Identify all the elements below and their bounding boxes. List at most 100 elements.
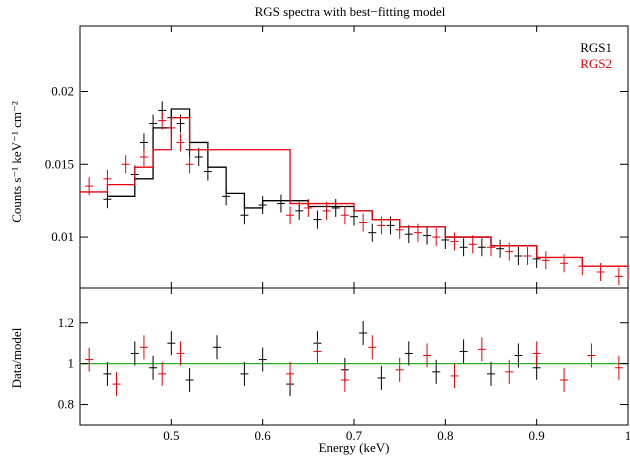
rgs1-ratio-point <box>103 361 112 386</box>
rgs2-ratio-point <box>587 343 596 368</box>
ratio-y-tick-label: 1.2 <box>58 315 74 330</box>
spectrum-y-tick-label: 0.015 <box>45 156 74 171</box>
rgs1-data-point <box>459 238 468 257</box>
ratio-y-tick-label: 0.8 <box>58 397 74 412</box>
rgs2-ratio-point <box>560 368 569 393</box>
rgs1-ratio-point <box>459 339 468 364</box>
rgs1-ratio-point <box>240 361 249 386</box>
rgs2-data-point <box>85 177 94 196</box>
rgs1-data-point <box>404 225 413 244</box>
rgs1-ratio-point <box>185 368 194 393</box>
rgs1-data-point <box>276 194 285 213</box>
spectrum-plot <box>80 101 629 286</box>
spectrum-y-tick-label: 0.01 <box>51 229 74 244</box>
rgs1-ratio-point <box>167 331 176 356</box>
rgs1-ratio-point <box>487 361 495 386</box>
rgs1-data-point <box>313 210 322 229</box>
rgs2-data-point <box>340 206 349 225</box>
rgs1-data-point <box>295 201 304 220</box>
rgs1-data-point <box>194 148 203 166</box>
rgs2-data-point <box>158 111 167 130</box>
rgs2-data-point <box>377 216 386 235</box>
legend-entry-rgs2: RGS2 <box>580 56 612 71</box>
x-tick-label: 1 <box>625 428 630 443</box>
rgs1-ratio-point <box>149 355 158 380</box>
rgs1-ratio-point <box>130 341 139 366</box>
rgs2-data-point <box>103 169 112 188</box>
rgs2-data-point <box>505 242 514 261</box>
rgs2-data-point <box>523 246 532 265</box>
rgs2-data-point <box>322 201 331 220</box>
rgs2-data-point <box>185 155 194 174</box>
rgs2-data-point <box>596 262 605 281</box>
rgs2-data-point <box>468 235 477 254</box>
legend-entry-rgs1: RGS1 <box>580 40 612 55</box>
rgs2-ratio-point <box>85 347 94 372</box>
rgs2-ratio-point <box>505 359 514 384</box>
spectrum-y-tick-label: 0.02 <box>51 84 74 99</box>
axes: 0.5 0.6 0.7 0.8 0.9 1 0.01 0.015 0.02 0.8 1 1.2 <box>45 26 630 443</box>
rgs1-data-point <box>368 223 377 242</box>
rgs1-ratio-point <box>213 335 221 360</box>
rgs2-ratio-point <box>112 372 121 397</box>
rgs2-ratio-point <box>423 343 432 368</box>
rgs2-ratio-point <box>313 339 322 364</box>
rgs2-data-point <box>450 232 459 251</box>
rgs1-data-point <box>149 114 158 133</box>
rgs2-ratio-point <box>139 335 148 360</box>
rgs1-data-point <box>496 239 505 258</box>
x-tick-label: 0.7 <box>346 428 363 443</box>
rgs2-ratio-point <box>286 361 295 386</box>
rgs1-data-point <box>331 198 340 217</box>
x-tick-label: 0.6 <box>255 428 272 443</box>
rgs1-data-point <box>258 196 267 215</box>
rgs2-ratio-point <box>340 368 349 393</box>
rgs1-ratio-point <box>514 343 523 368</box>
rgs1-data-point <box>514 246 523 265</box>
rgs1-data-point <box>203 162 212 181</box>
rgs2-data-point <box>304 198 313 217</box>
rgs1-ratio-point <box>258 347 267 372</box>
rgs1-ratio-point <box>377 365 386 390</box>
rgs1-data-point <box>103 190 112 209</box>
ratio-y-axis-label: Data/model <box>9 327 24 388</box>
chart-title: RGS spectra with best−fitting model <box>255 4 446 19</box>
rgs2-data-point <box>121 155 130 174</box>
ratio-y-tick-label: 1 <box>68 356 75 371</box>
spectrum-panel-frame <box>79 25 629 289</box>
rgs1-data-point <box>477 238 486 257</box>
rgs2-data-point <box>614 267 623 286</box>
ratio-plot <box>80 320 628 397</box>
rgs2-data-point <box>560 254 569 273</box>
rgs2-data-point <box>167 118 176 137</box>
rgs1-data-point <box>222 187 231 206</box>
x-tick-label: 0.8 <box>437 428 453 443</box>
rgs2-data-point <box>395 220 404 239</box>
rgs2-model-line <box>80 117 629 280</box>
rgs2-ratio-point <box>477 337 486 362</box>
rgs2-ratio-point <box>395 357 404 382</box>
rgs2-data-point <box>541 251 550 270</box>
ratio-panel-frame <box>79 287 629 426</box>
rgs2-ratio-point <box>176 341 185 366</box>
rgs2-data-point <box>286 206 295 225</box>
spectrum-y-axis-label: Counts s⁻¹ keV⁻¹ cm⁻² <box>9 101 24 223</box>
rgs2-data-point <box>578 257 587 276</box>
rgs2-data-point <box>413 223 422 242</box>
rgs1-data-point <box>240 206 249 225</box>
rgs2-ratio-point <box>532 341 541 366</box>
x-axis-label: Energy (keV) <box>319 440 390 455</box>
x-tick-label: 0.9 <box>529 428 545 443</box>
x-tick-label: 0.5 <box>163 428 179 443</box>
rgs2-ratio-point <box>450 363 459 388</box>
rgs2-data-point <box>139 148 148 166</box>
rgs2-data-point <box>487 238 495 257</box>
rgs2-ratio-point <box>368 335 377 360</box>
rgs1-ratio-point <box>404 341 413 366</box>
rgs2-ratio-point <box>158 361 167 386</box>
rgs2-data-point <box>176 133 185 152</box>
rgs2-data-point <box>432 228 441 247</box>
rgs1-ratio-point <box>432 359 441 384</box>
rgs2-ratio-point <box>614 355 623 380</box>
